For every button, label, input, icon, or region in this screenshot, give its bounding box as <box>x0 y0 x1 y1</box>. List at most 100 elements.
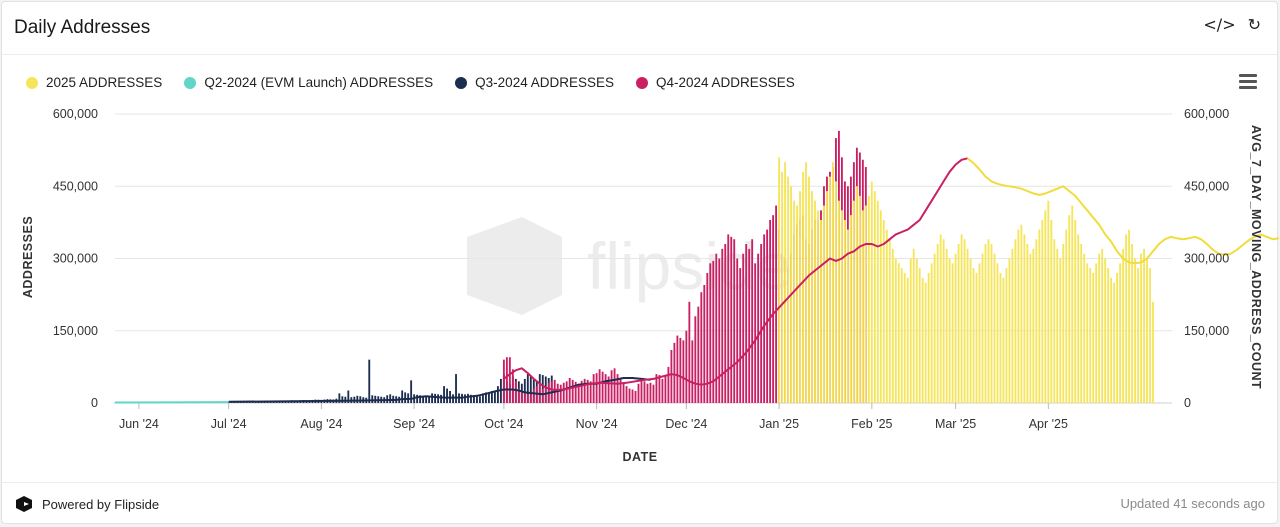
bar[interactable] <box>1113 282 1116 403</box>
bar[interactable] <box>1065 229 1068 403</box>
bar[interactable] <box>1050 219 1053 403</box>
bar[interactable] <box>840 210 843 403</box>
bar[interactable] <box>763 234 766 403</box>
bar[interactable] <box>724 244 727 403</box>
bar[interactable] <box>679 337 682 403</box>
bar[interactable] <box>473 395 475 403</box>
bar[interactable] <box>948 258 951 404</box>
bar[interactable] <box>918 268 921 403</box>
bar[interactable] <box>559 384 562 403</box>
bar[interactable] <box>493 390 496 403</box>
bar[interactable] <box>963 239 966 403</box>
bar[interactable] <box>356 395 359 403</box>
bar[interactable] <box>371 395 374 403</box>
bar[interactable] <box>410 380 413 403</box>
bar[interactable] <box>1056 248 1059 403</box>
bar[interactable] <box>404 392 407 403</box>
bar[interactable] <box>855 186 858 403</box>
bar[interactable] <box>502 359 505 403</box>
bar[interactable] <box>751 239 754 403</box>
bar[interactable] <box>562 382 565 403</box>
bar[interactable] <box>858 195 861 403</box>
bar[interactable] <box>1140 253 1142 403</box>
bar[interactable] <box>401 390 404 403</box>
bar[interactable] <box>577 383 580 403</box>
bar[interactable] <box>1089 268 1092 403</box>
bar[interactable] <box>467 393 469 403</box>
bar[interactable] <box>903 272 906 403</box>
bar[interactable] <box>1086 263 1089 403</box>
bar[interactable] <box>1104 258 1107 404</box>
bar[interactable] <box>852 200 855 403</box>
bar[interactable] <box>508 357 511 403</box>
bar[interactable] <box>817 210 819 403</box>
bar[interactable] <box>861 210 864 403</box>
bar[interactable] <box>784 162 786 403</box>
bar[interactable] <box>1038 229 1041 403</box>
bar[interactable] <box>622 383 625 403</box>
bar[interactable] <box>655 374 658 403</box>
bar[interactable] <box>694 316 697 403</box>
bar[interactable] <box>1068 215 1071 403</box>
bar[interactable] <box>1092 272 1095 403</box>
bar[interactable] <box>464 394 466 403</box>
bar[interactable] <box>1032 248 1035 403</box>
bar[interactable] <box>1029 253 1032 403</box>
bar[interactable] <box>488 392 490 403</box>
bar[interactable] <box>1134 258 1136 404</box>
bar[interactable] <box>969 258 972 404</box>
bar[interactable] <box>341 396 344 403</box>
bar[interactable] <box>808 176 810 403</box>
bar[interactable] <box>846 229 849 403</box>
bar[interactable] <box>598 369 601 403</box>
bar[interactable] <box>652 384 655 403</box>
bar[interactable] <box>793 200 795 403</box>
bar[interactable] <box>607 376 610 403</box>
bar[interactable] <box>1023 234 1026 403</box>
bar[interactable] <box>849 215 852 403</box>
bar[interactable] <box>703 284 706 403</box>
bar[interactable] <box>730 236 733 403</box>
bar[interactable] <box>769 219 772 403</box>
bar[interactable] <box>443 386 445 403</box>
bar[interactable] <box>748 248 751 403</box>
refresh-icon[interactable]: ↻ <box>1247 15 1261 34</box>
bar[interactable] <box>972 268 975 403</box>
bar[interactable] <box>1137 268 1139 403</box>
bar[interactable] <box>470 394 472 403</box>
bar[interactable] <box>951 263 954 403</box>
bar[interactable] <box>482 393 484 403</box>
bar[interactable] <box>526 374 529 403</box>
bar[interactable] <box>739 268 742 403</box>
bar[interactable] <box>616 374 619 403</box>
bar[interactable] <box>604 374 607 403</box>
bar[interactable] <box>571 379 574 403</box>
bar[interactable] <box>673 342 676 403</box>
bar[interactable] <box>978 263 981 403</box>
bar[interactable] <box>637 383 640 403</box>
bar[interactable] <box>1008 258 1011 404</box>
bar[interactable] <box>1116 272 1119 403</box>
bar[interactable] <box>419 395 422 403</box>
bar[interactable] <box>885 229 888 403</box>
bar[interactable] <box>649 382 652 403</box>
legend-item-q3[interactable]: Q3-2024 ADDRESSES <box>455 75 614 90</box>
bar[interactable] <box>523 378 526 403</box>
bar[interactable] <box>532 388 535 403</box>
bar[interactable] <box>873 191 876 403</box>
bar[interactable] <box>939 234 942 403</box>
bar[interactable] <box>574 381 577 403</box>
bar[interactable] <box>1101 248 1104 403</box>
bar[interactable] <box>1071 205 1074 403</box>
bar[interactable] <box>1017 229 1020 403</box>
bar[interactable] <box>1128 229 1131 403</box>
bar[interactable] <box>829 176 831 403</box>
bar[interactable] <box>954 253 957 403</box>
bar[interactable] <box>1080 244 1083 403</box>
bar[interactable] <box>691 340 694 403</box>
bar[interactable] <box>1011 248 1014 403</box>
bar[interactable] <box>882 219 885 403</box>
bar[interactable] <box>455 374 457 403</box>
bar[interactable] <box>781 171 784 403</box>
bar[interactable] <box>1131 244 1134 403</box>
